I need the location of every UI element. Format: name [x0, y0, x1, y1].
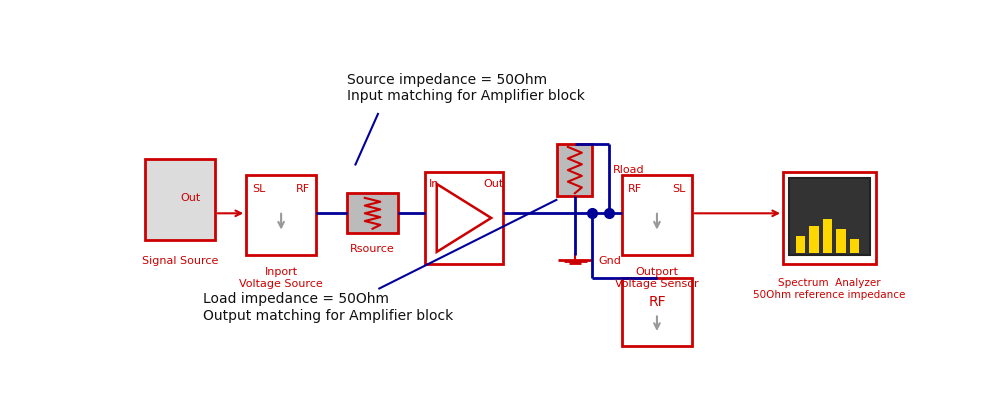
Text: Gnd: Gnd	[598, 256, 621, 266]
Bar	[788, 178, 870, 255]
Text: Rsource: Rsource	[350, 244, 394, 254]
Text: Load impedance = 50Ohm
Output matching for Amplifier block: Load impedance = 50Ohm Output matching f…	[204, 292, 453, 322]
Bar	[347, 193, 397, 233]
Text: Spectrum  Analyzer
50Ohm reference impedance: Spectrum Analyzer 50Ohm reference impeda…	[752, 278, 905, 300]
Text: Out: Out	[482, 179, 504, 189]
Text: SL: SL	[253, 184, 266, 194]
Bar	[782, 172, 876, 264]
Bar	[621, 278, 691, 346]
Text: Rload: Rload	[613, 165, 644, 175]
Bar	[557, 144, 592, 196]
Text: SL: SL	[671, 184, 685, 194]
Bar	[246, 175, 316, 255]
Bar	[822, 219, 831, 253]
Bar	[621, 175, 691, 255]
Text: RF: RF	[296, 184, 310, 194]
Bar	[424, 172, 503, 264]
Text: In: In	[429, 179, 439, 189]
Text: RF: RF	[628, 184, 642, 194]
Bar	[808, 226, 818, 253]
Text: Out: Out	[181, 193, 201, 203]
Text: Outport
Voltage Sensor: Outport Voltage Sensor	[615, 267, 698, 289]
Text: Source impedance = 50Ohm
Input matching for Amplifier block: Source impedance = 50Ohm Input matching …	[347, 73, 585, 103]
Bar	[795, 235, 804, 253]
Bar	[850, 239, 859, 253]
Bar	[144, 159, 215, 239]
Text: Signal Source: Signal Source	[141, 256, 218, 266]
Text: Inport
Voltage Source: Inport Voltage Source	[239, 267, 323, 289]
Bar	[835, 229, 845, 253]
Text: RF: RF	[648, 295, 665, 309]
